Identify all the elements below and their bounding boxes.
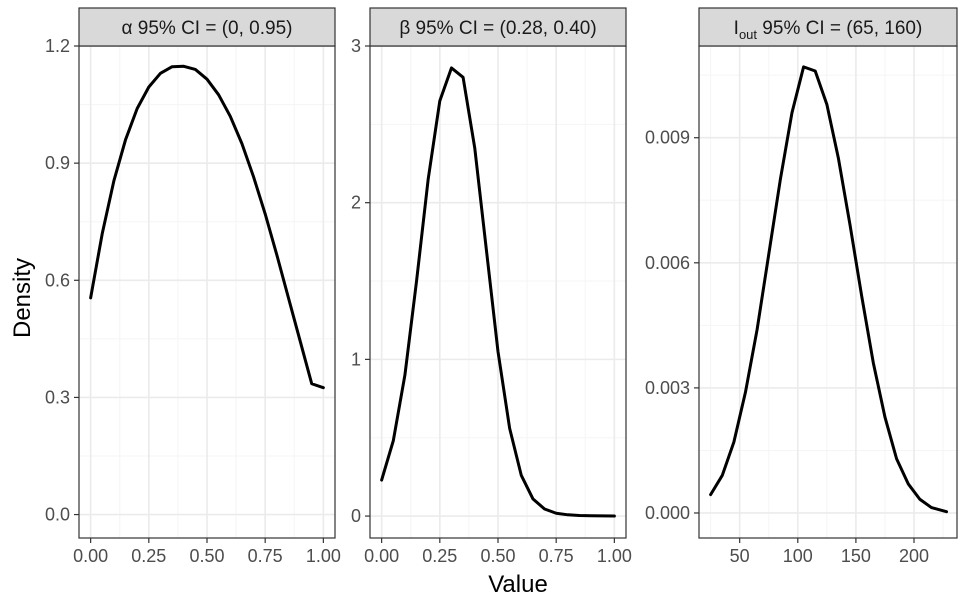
density-curve <box>709 65 949 514</box>
x-tick-label: 0.75 <box>539 546 574 566</box>
x-tick-label: 1.00 <box>306 546 341 566</box>
y-tick-label: 0.006 <box>645 253 690 273</box>
y-tick-label: 3 <box>351 36 361 56</box>
facet-strip-title: α 95% CI = (0, 0.95) <box>122 18 293 39</box>
y-tick-label: 0.6 <box>45 270 70 290</box>
x-tick-label: 200 <box>899 546 929 566</box>
x-axis-title: Value <box>488 571 548 598</box>
facet-strip-title: Iout 95% CI = (65, 160) <box>734 18 923 42</box>
x-tick-label: 0.00 <box>364 546 399 566</box>
density-curve <box>380 66 616 518</box>
y-tick-label: 0.0 <box>45 505 70 525</box>
y-tick-label: 0.003 <box>645 378 690 398</box>
facet-strip <box>698 7 958 47</box>
x-tick-label: 0.25 <box>131 546 166 566</box>
x-tick-label: 1.00 <box>597 546 632 566</box>
y-tick-label: 1.2 <box>45 36 70 56</box>
y-tick-label: 0.3 <box>45 387 70 407</box>
y-tick-label: 1 <box>351 349 361 369</box>
panel-background <box>699 46 957 538</box>
x-tick-label: 0.75 <box>248 546 283 566</box>
x-tick-label: 0.00 <box>73 546 108 566</box>
x-tick-label: 100 <box>783 546 813 566</box>
y-tick-label: 0.000 <box>645 503 690 523</box>
density-curve <box>89 64 325 390</box>
facet-panel-1: α 95% CI = (0, 0.95) 0.00 0.25 0.50 0.75 1.00… <box>45 7 341 566</box>
facet-strip <box>78 7 336 47</box>
y-axis-title: Density <box>9 258 36 338</box>
facet-strip <box>369 7 627 47</box>
y-tick-label: 0 <box>351 506 361 526</box>
x-tick-label: 0.50 <box>480 546 515 566</box>
facet-strip-title: β 95% CI = (0.28, 0.40) <box>399 18 596 39</box>
facet-panel-3: Iout 95% CI = (65, 160) 50 100 150 200 0.000 0… <box>645 7 958 566</box>
x-tick-label: 150 <box>841 546 871 566</box>
x-tick-label: 0.25 <box>422 546 457 566</box>
y-tick-label: 0.9 <box>45 153 70 173</box>
y-tick-label: 0.009 <box>645 128 690 148</box>
x-tick-label: 0.50 <box>189 546 224 566</box>
x-tick-label: 50 <box>730 546 750 566</box>
facet-panel-2: β 95% CI = (0.28, 0.40) 0.00 0.25 0.50 0.75 1… <box>351 7 632 566</box>
y-tick-label: 2 <box>351 193 361 213</box>
